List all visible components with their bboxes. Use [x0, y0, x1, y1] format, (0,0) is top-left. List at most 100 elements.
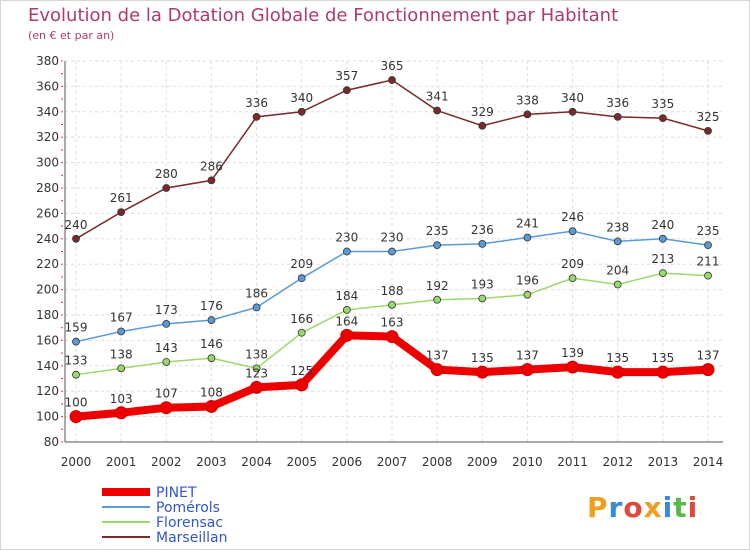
data-label-marseillan: 341	[426, 90, 449, 104]
data-point-pinet	[295, 378, 309, 392]
data-label-florensac: 209	[561, 257, 584, 271]
data-point-florensac	[523, 290, 532, 299]
data-point-marseillan	[478, 121, 487, 130]
data-point-pinet	[250, 380, 264, 394]
y-tick-label: 260	[36, 206, 59, 220]
data-point-pinet	[566, 360, 580, 374]
data-label-marseillan: 286	[200, 159, 223, 173]
data-label-marseillan: 365	[381, 59, 404, 73]
data-label-marseillan: 336	[245, 96, 268, 110]
data-label-florensac: 133	[65, 354, 88, 368]
data-point-pom-rols	[162, 319, 171, 328]
data-point-pom-rols	[568, 227, 577, 236]
data-point-pom-rols	[704, 241, 712, 250]
x-tick-label: 2006	[332, 455, 363, 469]
data-label-pom-rols: 167	[110, 311, 133, 325]
data-label-pinet: 163	[381, 316, 404, 330]
data-point-florensac	[658, 269, 667, 277]
data-label-florensac: 143	[155, 341, 178, 355]
x-tick-label: 2008	[422, 455, 453, 469]
data-point-florensac	[207, 354, 216, 363]
data-point-pom-rols	[478, 239, 487, 248]
data-point-florensac	[568, 274, 577, 283]
data-point-marseillan	[207, 176, 216, 185]
data-label-florensac: 211	[697, 255, 720, 269]
data-point-pinet	[520, 363, 534, 377]
data-label-florensac: 188	[381, 284, 404, 298]
data-label-pom-rols: 186	[245, 286, 268, 300]
data-label-pom-rols: 209	[290, 257, 313, 271]
data-point-pinet	[475, 365, 489, 379]
data-point-florensac	[117, 364, 126, 373]
data-label-pinet: 137	[697, 349, 720, 363]
y-tick-label: 140	[36, 359, 59, 373]
x-tick-label: 2011	[557, 455, 588, 469]
data-point-florensac	[72, 370, 80, 379]
data-label-florensac: 193	[471, 277, 494, 291]
data-label-marseillan: 240	[65, 218, 88, 232]
data-point-pinet	[69, 410, 83, 424]
data-point-pinet	[656, 365, 670, 379]
data-label-marseillan: 325	[697, 110, 720, 124]
data-point-marseillan	[72, 234, 80, 243]
x-tick-label: 2005	[286, 455, 317, 469]
data-label-pom-rols: 240	[651, 218, 674, 232]
x-tick-label: 2009	[467, 455, 498, 469]
logo-letter: r	[608, 491, 624, 524]
y-tick-label: 220	[36, 257, 59, 271]
y-tick-label: 120	[36, 384, 59, 398]
data-label-pinet: 135	[606, 351, 629, 365]
data-point-florensac	[252, 364, 261, 373]
data-point-marseillan	[523, 110, 532, 119]
logo-letter: o	[623, 491, 644, 524]
data-label-marseillan: 335	[651, 97, 674, 111]
x-tick-label: 2007	[377, 455, 408, 469]
y-tick-label: 360	[36, 79, 59, 93]
data-label-pom-rols: 236	[471, 223, 494, 237]
data-point-florensac	[704, 271, 712, 280]
data-label-pom-rols: 246	[561, 210, 584, 224]
data-point-marseillan	[658, 114, 667, 123]
data-point-pinet	[701, 363, 715, 377]
x-tick-label: 2000	[61, 455, 92, 469]
data-label-pinet: 103	[110, 392, 133, 406]
data-label-pinet: 137	[516, 349, 539, 363]
logo-letter: i	[662, 491, 674, 524]
logo-letter: t	[673, 491, 688, 524]
legend-label-pom-rols: Pomérols	[156, 500, 220, 516]
x-tick-label: 2013	[648, 455, 679, 469]
data-label-pom-rols: 241	[516, 217, 539, 231]
data-point-florensac	[613, 280, 622, 289]
data-label-pinet: 139	[561, 346, 584, 360]
data-label-pinet: 100	[65, 396, 88, 410]
data-point-pom-rols	[297, 274, 306, 283]
data-point-pinet	[340, 328, 354, 342]
data-point-pinet	[159, 401, 173, 415]
x-tick-label: 2010	[512, 455, 543, 469]
data-point-pinet	[430, 363, 444, 377]
data-point-pom-rols	[523, 233, 532, 242]
y-tick-label: 160	[36, 333, 59, 347]
legend-label-florensac: Florensac	[156, 515, 223, 531]
x-tick-label: 2001	[106, 455, 137, 469]
data-label-pinet: 135	[471, 351, 494, 365]
data-label-pom-rols: 159	[65, 321, 88, 335]
data-point-marseillan	[162, 184, 171, 192]
data-point-pom-rols	[658, 234, 667, 243]
data-label-florensac: 213	[651, 252, 674, 266]
logo-letter: i	[687, 491, 699, 524]
data-label-pinet: 108	[200, 385, 223, 399]
data-point-marseillan	[704, 126, 712, 135]
data-point-florensac	[297, 328, 306, 337]
data-point-marseillan	[117, 208, 126, 217]
chart-title: Evolution de la Dotation Globale de Fonc…	[28, 5, 619, 26]
data-point-pinet	[385, 330, 399, 344]
data-label-marseillan: 340	[561, 91, 584, 105]
data-point-pom-rols	[388, 247, 396, 256]
y-tick-label: 80	[44, 435, 59, 449]
data-label-florensac: 196	[516, 274, 539, 288]
x-tick-label: 2012	[602, 455, 633, 469]
data-label-florensac: 138	[110, 347, 133, 361]
